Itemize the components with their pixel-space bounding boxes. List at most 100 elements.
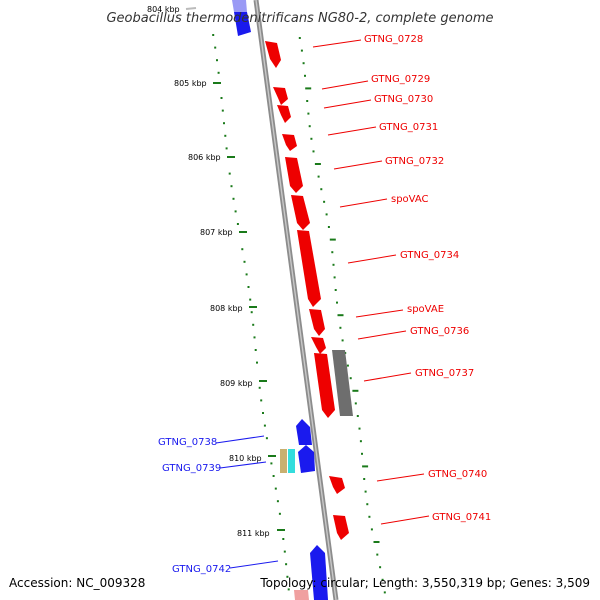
gene-arrow-0739[interactable] bbox=[298, 445, 315, 473]
gene-arrow-0732[interactable] bbox=[285, 157, 303, 193]
gc-skew-dot bbox=[234, 210, 237, 213]
gc-skew-dot bbox=[250, 311, 253, 314]
gc-skew-dot bbox=[265, 437, 268, 440]
gene-arrow-0741[interactable] bbox=[333, 515, 349, 540]
topology-text: Topology: circular; Length: 3,550,319 bp… bbox=[259, 576, 590, 590]
gc-skew-dot bbox=[214, 46, 217, 49]
gc-skew-dot bbox=[247, 286, 250, 288]
gc-skew-dot bbox=[252, 323, 255, 326]
gc-skew-dot bbox=[358, 427, 361, 430]
gene-label-0737[interactable]: GTNG_0737 bbox=[415, 368, 474, 379]
gc-skew-dot bbox=[228, 172, 231, 175]
gc-skew-dot bbox=[253, 336, 256, 339]
gene-arrow-0740[interactable] bbox=[329, 476, 345, 494]
gc-skew-dot bbox=[333, 276, 336, 279]
gc-skew-dot bbox=[307, 112, 310, 115]
gc-skew-dot bbox=[236, 223, 239, 225]
gene-features bbox=[232, 0, 353, 600]
gc-skew-dot bbox=[232, 197, 235, 200]
gc-skew-dot bbox=[230, 185, 233, 188]
gene-labels: GTNG_0728 GTNG_0729 GTNG_0730 GTNG_0731 … bbox=[158, 34, 491, 575]
gc-skew-dot bbox=[243, 260, 246, 263]
gc-skew-dot bbox=[212, 34, 215, 36]
gc-skew-dot bbox=[306, 100, 309, 102]
gc-skew-dot bbox=[364, 490, 367, 493]
gene-label-0740[interactable]: GTNG_0740 bbox=[428, 469, 487, 480]
gene-arrow-spoVAC[interactable] bbox=[291, 195, 310, 230]
gene-label-0730[interactable]: GTNG_0730 bbox=[374, 94, 433, 105]
gc-skew-dot bbox=[366, 503, 369, 506]
gc-skew-dot bbox=[317, 175, 320, 178]
gc-skew-dot bbox=[337, 314, 344, 317]
gc-skew-dot bbox=[272, 475, 275, 477]
gc-skew-dot bbox=[274, 487, 277, 490]
gene-arrow-0737-forward[interactable] bbox=[314, 353, 335, 418]
gc-skew-dot bbox=[383, 591, 386, 594]
gene-arrow-spoVAE[interactable] bbox=[309, 309, 325, 336]
gc-skew-dot bbox=[336, 301, 338, 304]
gene-label-0736[interactable]: GTNG_0736 bbox=[410, 326, 469, 337]
gc-skew-dot bbox=[287, 588, 290, 591]
gene-arrow-0730[interactable] bbox=[277, 105, 291, 123]
gc-skew-dot bbox=[283, 550, 286, 553]
gene-label-0729[interactable]: GTNG_0729 bbox=[371, 74, 430, 85]
gene-arrow-0742[interactable] bbox=[310, 545, 328, 600]
gene-label-0732[interactable]: GTNG_0732 bbox=[385, 156, 444, 167]
gc-skew-dot bbox=[278, 512, 281, 515]
gene-arrow-0729[interactable] bbox=[273, 87, 288, 105]
genome-backbone bbox=[253, 0, 339, 600]
gene-label-0739[interactable]: GTNG_0739 bbox=[162, 463, 221, 474]
gene-arrow-0736[interactable] bbox=[311, 337, 326, 354]
gc-skew-dot bbox=[300, 49, 303, 52]
gc-skew-dot bbox=[331, 251, 334, 254]
gene-arrow-0731[interactable] bbox=[282, 134, 297, 151]
gene-arrow-0738[interactable] bbox=[296, 419, 312, 445]
gc-skew-outer-track bbox=[298, 37, 386, 594]
gc-skew-dot bbox=[314, 163, 321, 165]
kbp-label-807: 807 kbp bbox=[200, 228, 233, 237]
gc-skew-dot bbox=[356, 415, 359, 417]
gc-skew-dot bbox=[286, 575, 289, 578]
gene-label-0728[interactable]: GTNG_0728 bbox=[364, 34, 423, 45]
gc-skew-dot bbox=[325, 213, 328, 216]
gene-label-0738[interactable]: GTNG_0738 bbox=[158, 437, 217, 448]
gc-skew-dot bbox=[327, 226, 330, 228]
gc-skew-dot bbox=[245, 273, 248, 276]
kbp-label-805: 805 kbp bbox=[174, 79, 207, 88]
gc-skew-dot bbox=[308, 125, 311, 128]
gc-skew-dot bbox=[224, 134, 227, 137]
gc-skew-dot bbox=[217, 71, 220, 74]
gene-label-0731[interactable]: GTNG_0731 bbox=[379, 122, 438, 133]
feature-0739-cyan bbox=[288, 449, 295, 473]
kbp-scale: 804 kbp 805 kbp 806 kbp 807 kbp 808 kbp … bbox=[147, 5, 285, 538]
gc-skew-dot bbox=[376, 553, 379, 556]
gene-label-0741[interactable]: GTNG_0741 bbox=[432, 512, 491, 523]
gc-skew-dot bbox=[223, 122, 225, 125]
gc-skew-dot bbox=[362, 465, 369, 468]
gc-skew-dot bbox=[256, 361, 258, 364]
kbp-label-808: 808 kbp bbox=[210, 304, 243, 313]
gc-skew-dot bbox=[323, 200, 326, 203]
kbp-label-806: 806 kbp bbox=[188, 153, 221, 162]
gc-skew-dot bbox=[373, 541, 380, 543]
gene-label-0734[interactable]: GTNG_0734 bbox=[400, 250, 459, 261]
accession-text: Accession: NC_009328 bbox=[9, 576, 145, 590]
gene-arrow-0734[interactable] bbox=[297, 230, 321, 307]
feature-0739-tan bbox=[280, 449, 287, 473]
gene-label-spoVAC[interactable]: spoVAC bbox=[391, 194, 429, 205]
feature-0737-other[interactable] bbox=[332, 350, 353, 416]
gene-label-spoVAE[interactable]: spoVAE bbox=[407, 304, 444, 315]
gc-skew-dot bbox=[320, 188, 323, 191]
gene-arrow-top-reverse[interactable] bbox=[234, 12, 251, 36]
gc-skew-dot bbox=[216, 59, 218, 62]
gc-skew-dot bbox=[329, 238, 336, 241]
gc-skew-dot bbox=[334, 289, 337, 291]
gc-skew-dot bbox=[349, 377, 352, 380]
gene-label-0742[interactable]: GTNG_0742 bbox=[172, 564, 231, 575]
gc-skew-dot bbox=[254, 349, 257, 351]
gene-arrow-0728[interactable] bbox=[265, 41, 281, 68]
kbp-label-811: 811 kbp bbox=[237, 529, 270, 538]
kbp-label-809: 809 kbp bbox=[220, 379, 253, 388]
gc-skew-dot bbox=[363, 478, 366, 480]
